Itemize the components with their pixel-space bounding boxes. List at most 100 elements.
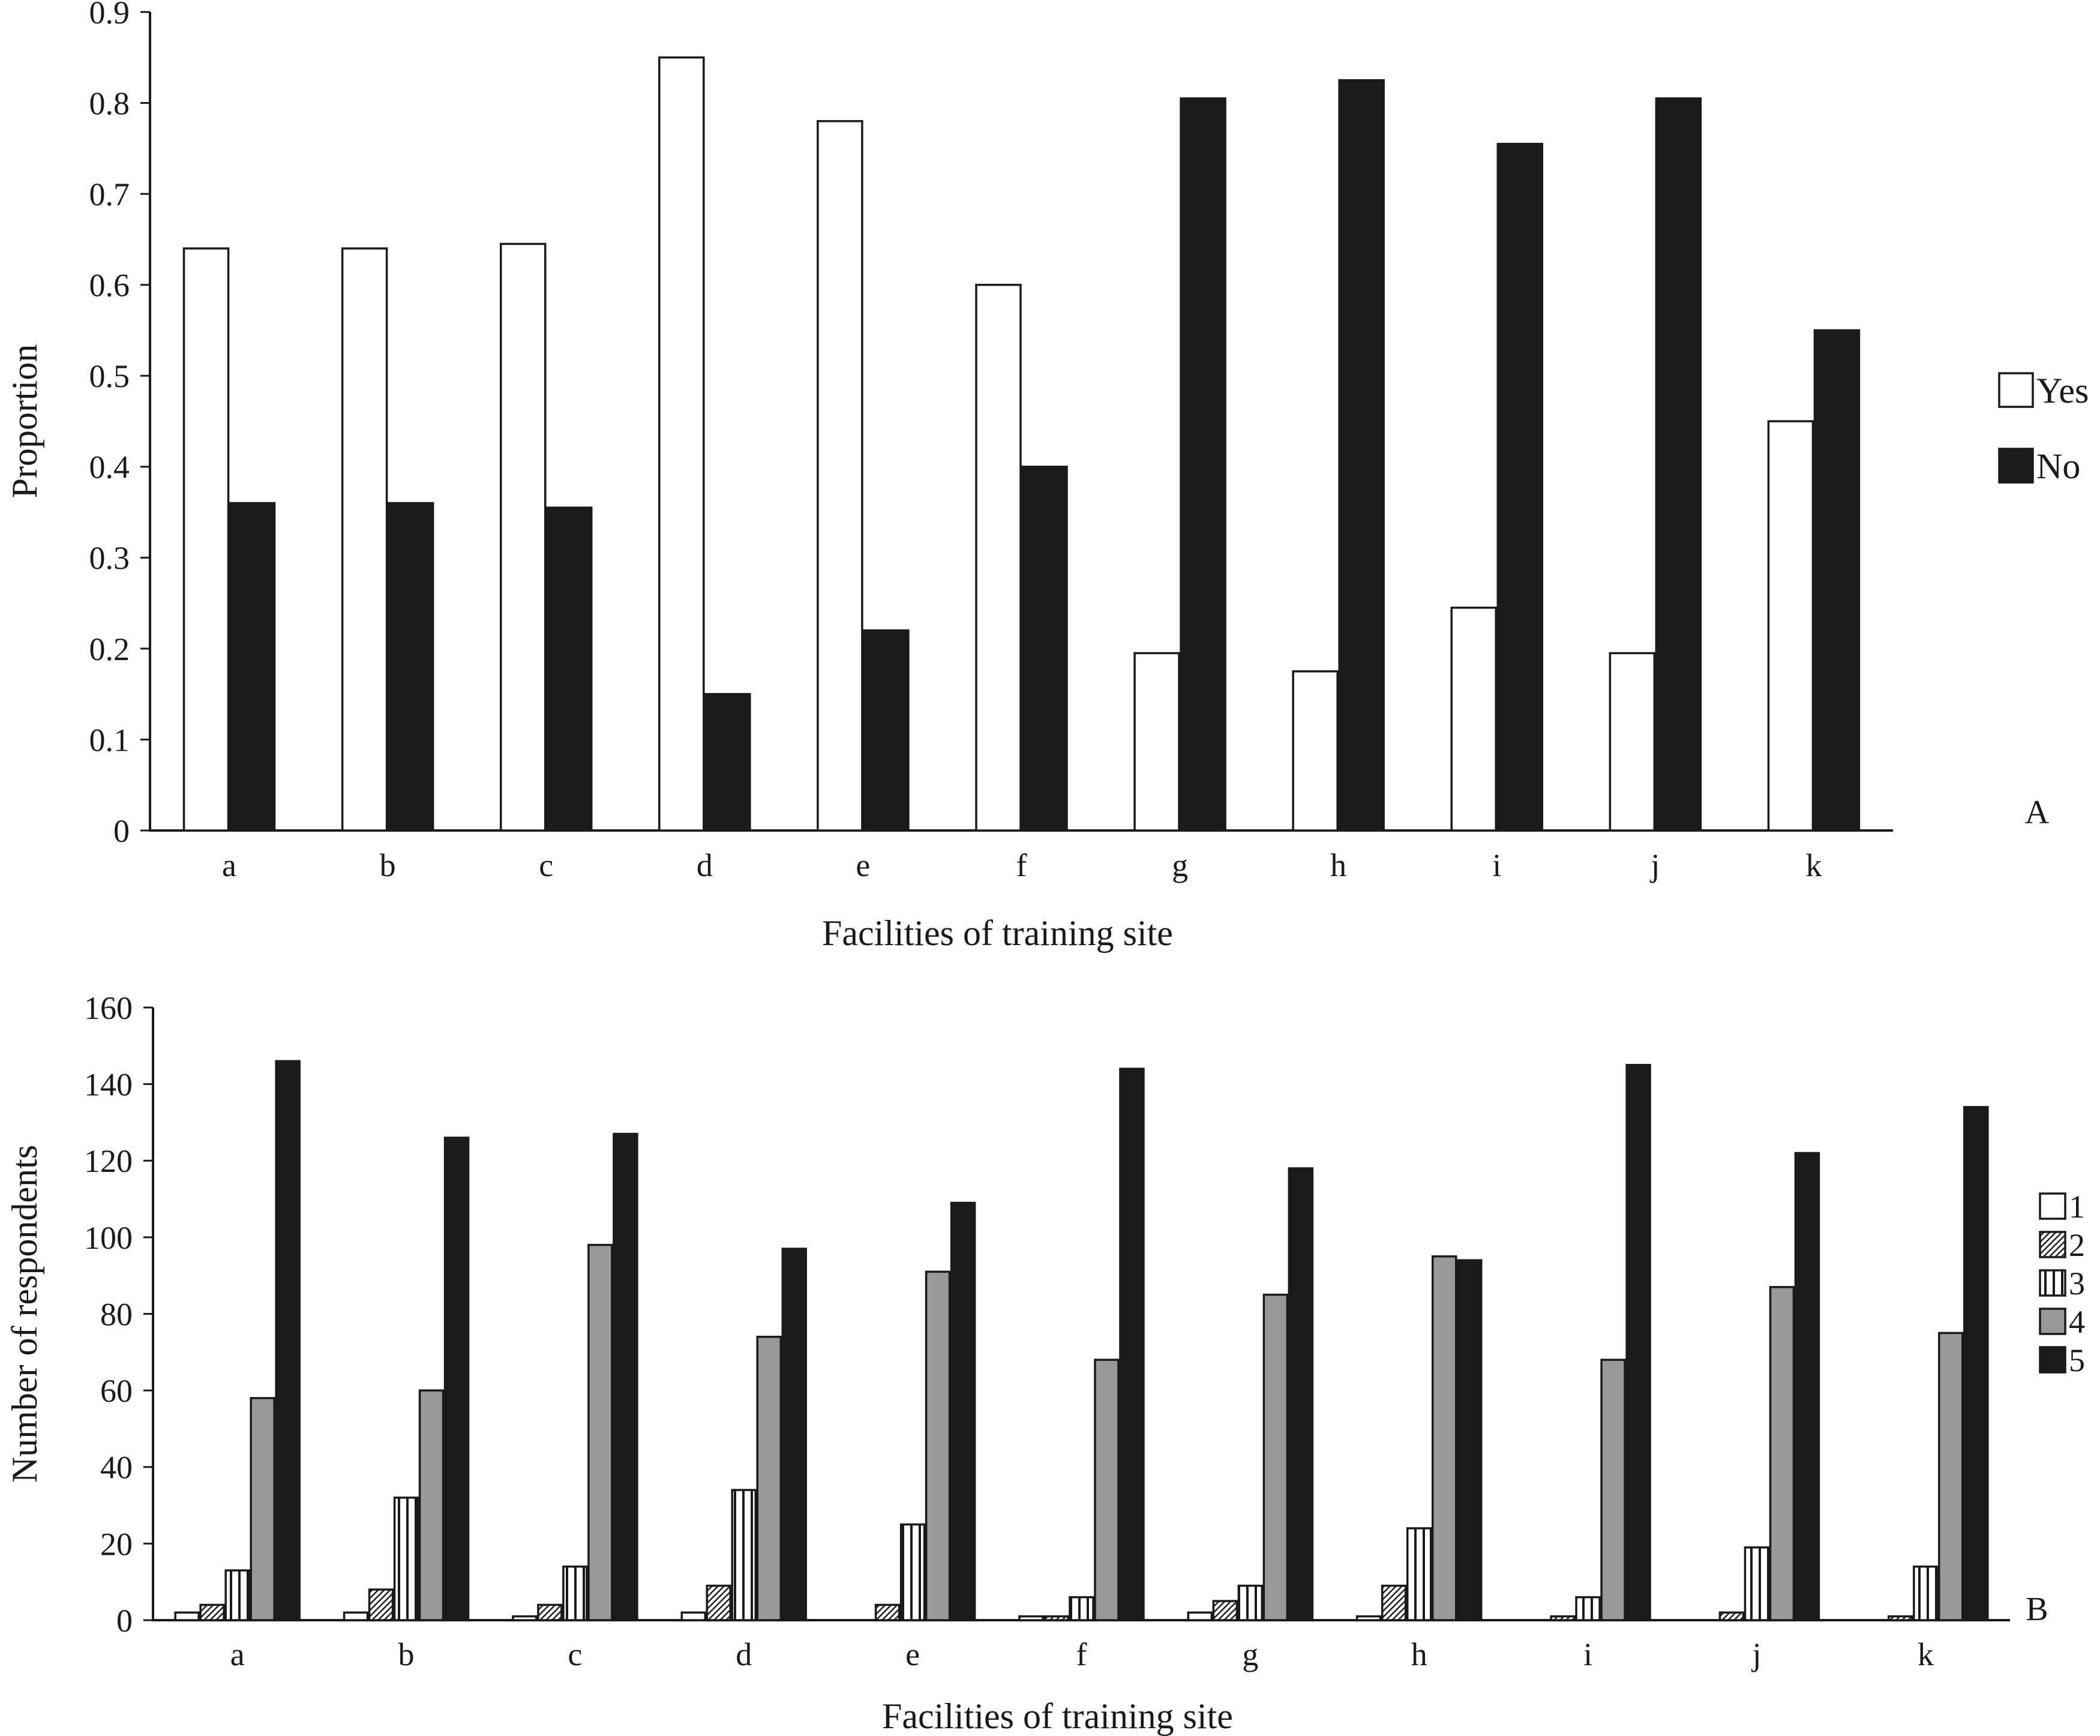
- x-category-label: k: [1918, 1636, 1934, 1672]
- bar-b-series-2: [368, 1588, 394, 1621]
- bar-c-series-1: [512, 1615, 538, 1621]
- bar-h-series-Yes: [1292, 670, 1339, 832]
- y-tick-label: 0.7: [89, 176, 130, 212]
- x-category-label: a: [222, 847, 236, 883]
- bar-k-series-3: [1913, 1565, 1939, 1621]
- bar-d-series-4: [756, 1336, 782, 1621]
- y-tick-label: 80: [100, 1296, 133, 1332]
- bar-f-series-5: [1119, 1068, 1145, 1621]
- bar-i-series-No: [1496, 143, 1544, 832]
- bar-j-series-3: [1744, 1546, 1770, 1621]
- legend-label-3: 3: [2069, 1266, 2085, 1302]
- bar-c-series-4: [587, 1243, 613, 1621]
- legend-swatch-4: [2039, 1308, 2066, 1335]
- legend-swatch-5: [2039, 1346, 2066, 1374]
- legend-label-No: No: [2036, 446, 2080, 486]
- bar-f-series-1: [1018, 1615, 1044, 1621]
- bar-k-series-5: [1963, 1106, 1989, 1621]
- y-tick-label: 60: [100, 1373, 133, 1409]
- x-axis-title: Facilities of training site: [882, 1696, 1233, 1736]
- bar-e-series-3: [899, 1523, 926, 1621]
- bar-c-series-Yes: [499, 242, 547, 832]
- bar-d-series-1: [680, 1611, 707, 1621]
- y-tick-label: 0.5: [89, 358, 130, 394]
- bar-b-series-Yes: [341, 247, 388, 832]
- y-tick-label: 0.1: [89, 722, 130, 758]
- x-category-label: j: [1649, 847, 1660, 883]
- bar-h-series-3: [1406, 1527, 1432, 1621]
- bar-a-series-No: [229, 502, 276, 832]
- bar-e-series-4: [925, 1270, 951, 1621]
- legend-label-2: 2: [2069, 1227, 2085, 1263]
- x-category-label: e: [905, 1636, 920, 1672]
- x-category-label: b: [380, 847, 396, 883]
- bar-i-series-Yes: [1450, 606, 1498, 832]
- bar-k-series-4: [1938, 1332, 1964, 1621]
- y-axis-title: Proportion: [5, 344, 44, 499]
- legend-swatch-3: [2039, 1269, 2066, 1297]
- y-tick-label: 0.8: [89, 85, 130, 121]
- x-category-label: e: [856, 847, 870, 883]
- bar-i-series-4: [1600, 1359, 1626, 1621]
- bar-i-series-3: [1575, 1596, 1601, 1621]
- y-tick-label: 0.6: [89, 268, 130, 304]
- y-tick-label: 160: [84, 990, 133, 1026]
- y-tick-label: 0: [116, 1603, 133, 1639]
- x-category-label: g: [1172, 847, 1188, 883]
- x-category-label: c: [568, 1636, 582, 1672]
- bar-f-series-2: [1043, 1615, 1069, 1621]
- bar-h-series-5: [1456, 1259, 1483, 1621]
- legend-swatch-No: [1998, 448, 2034, 484]
- bar-d-series-3: [731, 1489, 757, 1621]
- x-category-label: d: [697, 847, 713, 883]
- bar-c-series-No: [545, 506, 593, 832]
- bar-h-series-No: [1338, 79, 1385, 832]
- bar-c-series-3: [562, 1565, 588, 1621]
- y-tick-label: 0: [113, 813, 130, 849]
- bar-b-series-3: [393, 1497, 419, 1621]
- bar-e-series-No: [863, 629, 910, 832]
- bar-k-series-No: [1813, 329, 1861, 832]
- legend-swatch-Yes: [1998, 372, 2034, 408]
- bar-i-series-5: [1625, 1063, 1651, 1621]
- legend-label-1: 1: [2069, 1189, 2085, 1225]
- bar-g-series-1: [1187, 1611, 1213, 1621]
- bar-b-series-5: [443, 1137, 470, 1621]
- y-tick-label: 120: [84, 1143, 133, 1179]
- x-category-label: j: [1751, 1636, 1761, 1672]
- legend-label-5: 5: [2069, 1342, 2085, 1378]
- bar-i-series-2: [1550, 1615, 1576, 1621]
- y-tick-label: 0.3: [89, 540, 130, 576]
- bar-g-series-3: [1237, 1584, 1264, 1621]
- x-category-label: i: [1583, 1636, 1592, 1672]
- bar-j-series-Yes: [1609, 652, 1656, 832]
- x-category-label: c: [539, 847, 553, 883]
- bar-j-series-5: [1794, 1152, 1820, 1621]
- bar-j-series-No: [1655, 97, 1702, 832]
- x-category-label: h: [1411, 1636, 1427, 1672]
- legend-swatch-1: [2039, 1192, 2066, 1220]
- bar-a-series-2: [199, 1603, 225, 1621]
- y-tick-label: 0.9: [89, 0, 130, 31]
- panel-a-chart: 0 0.1 0.2 0.3 0.4 0.5 0.6 0.7 0.8 0.9 a b c d e f g h i j k F…: [5, 0, 2089, 953]
- panel-b-chart: 0 20 40 60 80 100 120 140 160 a b c d e f g h i j k Faciliti…: [5, 990, 2085, 1736]
- bar-a-series-1: [174, 1611, 200, 1621]
- bar-d-series-No: [704, 692, 751, 832]
- panel-label: B: [2026, 1591, 2048, 1628]
- bar-b-series-4: [418, 1389, 445, 1621]
- bar-h-series-1: [1355, 1615, 1382, 1621]
- bar-a-series-Yes: [182, 247, 230, 832]
- bar-a-series-3: [224, 1569, 250, 1621]
- y-tick-label: 40: [100, 1450, 133, 1486]
- bar-b-series-1: [343, 1611, 369, 1621]
- bar-c-series-5: [613, 1132, 638, 1621]
- y-axis-title: Number of respondents: [5, 1145, 44, 1483]
- panel-label: A: [2025, 794, 2050, 831]
- bar-g-series-4: [1262, 1293, 1289, 1621]
- bar-f-series-Yes: [975, 283, 1022, 832]
- bar-f-series-No: [1021, 466, 1068, 832]
- x-category-label: g: [1242, 1636, 1258, 1672]
- bar-f-series-4: [1094, 1359, 1120, 1621]
- y-tick-label: 100: [84, 1220, 133, 1256]
